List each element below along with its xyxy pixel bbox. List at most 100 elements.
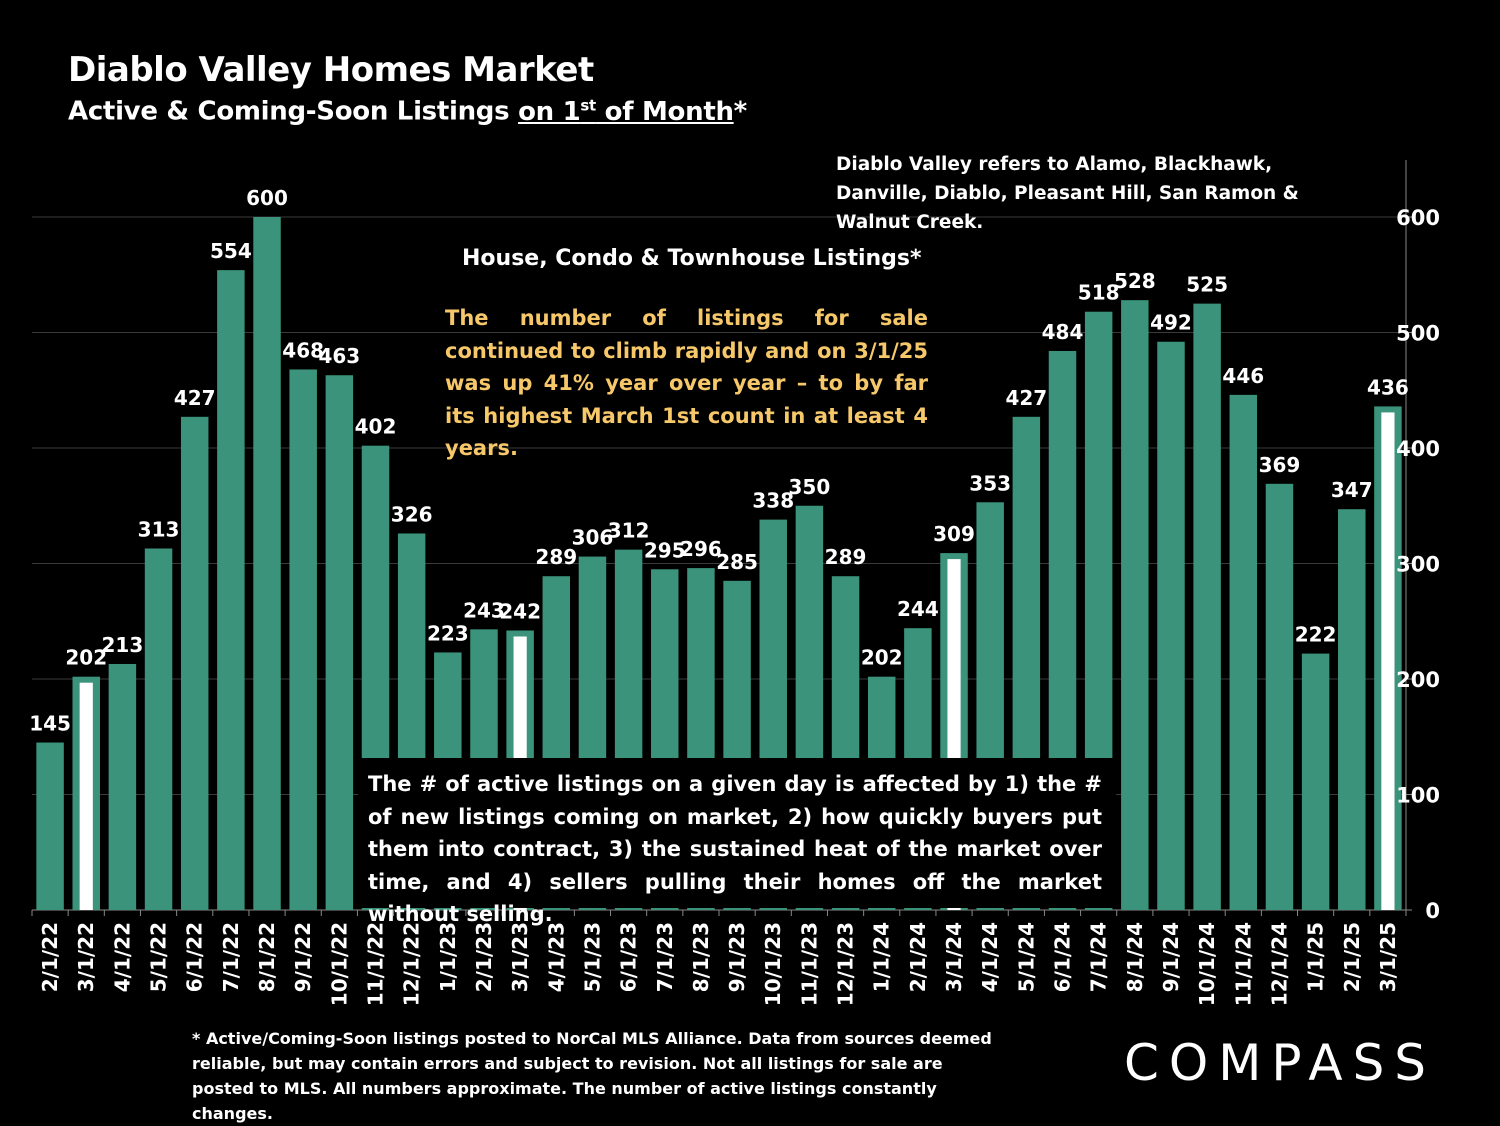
x-tick-label: 3/1/23 [508,922,532,992]
data-label: 427 [1005,386,1047,410]
x-tick-label: 9/1/23 [725,922,749,992]
data-label: 463 [318,344,360,368]
data-label: 313 [138,517,180,541]
data-label: 484 [1042,320,1084,344]
footnote: * Active/Coming-Soon listings posted to … [192,1029,992,1123]
x-tick-label: 12/1/23 [834,922,858,1006]
bar [180,416,209,910]
data-label: 202 [861,646,903,670]
x-tick-label: 12/1/22 [400,922,424,1006]
bar [253,217,281,910]
data-label: 285 [716,550,758,574]
x-tick-label: 7/1/23 [653,922,677,992]
x-tick-label: 12/1/24 [1267,922,1291,1006]
x-tick-label: 5/1/22 [147,922,171,992]
bar [217,270,245,910]
data-label: 243 [463,598,505,622]
data-label: 353 [969,471,1011,495]
x-tick-label: 9/1/24 [1159,922,1183,992]
x-tick-label: 8/1/22 [255,922,279,992]
y-tick-label: 300 [1396,553,1440,577]
data-label: 347 [1331,478,1373,502]
data-label: 528 [1114,269,1156,293]
x-tick-label: 2/1/22 [38,922,62,992]
x-tick-labels: 2/1/22 3/1/22 4/1/22 5/1/22 6/1/22 7/1/22 8/1/… [38,922,1400,1006]
x-tick-label: 3/1/25 [1376,922,1400,992]
bar [1301,653,1330,910]
x-tick-label: 4/1/24 [978,922,1002,992]
data-label: 145 [29,712,71,736]
data-label: 338 [752,489,794,513]
compass-logo: COMPASS [1124,1034,1437,1092]
y-tick-label: 0 [1425,899,1440,923]
data-label: 525 [1186,273,1228,297]
x-tick-label: 10/1/24 [1195,922,1219,1006]
x-tick-label: 4/1/22 [110,922,134,992]
bar [1193,303,1221,910]
region-note: Diablo Valley refers to Alamo, Blackhawk… [836,154,1299,233]
bar [1229,394,1258,910]
x-tick-label: 1/1/25 [1304,922,1328,992]
x-tick-label: 2/1/24 [906,922,930,992]
data-label: 223 [427,621,469,645]
data-label: 402 [355,415,397,439]
data-label: 202 [65,646,107,670]
x-tick-label: 6/1/23 [617,922,641,992]
explanation-box: The # of active listings on a given day … [358,758,1116,926]
data-label: 306 [572,526,614,550]
data-label: 242 [499,599,541,623]
x-tick-label: 11/1/22 [364,922,388,1006]
series-label: House, Condo & Townhouse Listings* [462,246,922,271]
x-tick-label: 5/1/23 [580,922,604,992]
data-label: 518 [1078,281,1120,305]
chart-title: Diablo Valley Homes Market [68,50,594,90]
x-tick-label: 8/1/23 [689,922,713,992]
data-label: 326 [391,502,433,526]
y-tick-label: 200 [1396,668,1440,692]
x-tick-label: 7/1/22 [219,922,243,992]
x-tick-label: 7/1/24 [1087,922,1111,992]
data-label: 295 [644,538,686,562]
bar [1338,509,1366,910]
data-label: 296 [680,537,722,561]
x-tick-label: 5/1/24 [1014,922,1038,992]
y-tick-label: 100 [1396,784,1440,808]
data-label: 213 [102,633,144,657]
data-label: 468 [282,338,324,362]
data-label: 350 [789,475,831,499]
x-tick-label: 6/1/22 [183,922,207,992]
highlight-note: The number of listings for sale continue… [445,306,928,460]
x-tick-label: 10/1/23 [761,922,785,1006]
data-label: 244 [897,597,939,621]
x-tick-label: 1/1/23 [436,922,460,992]
x-tick-label: 1/1/24 [870,922,894,992]
bar [108,663,137,910]
data-label: 436 [1367,375,1409,399]
bar-highlight [1381,412,1395,910]
y-tick-labels: 0 100 200 300 400 500 600 [1396,206,1440,923]
bar [1265,483,1294,910]
bar [144,548,173,910]
data-label: 369 [1259,453,1301,477]
data-label: 222 [1295,623,1337,647]
x-tick-label: 4/1/23 [544,922,568,992]
data-label: 446 [1222,364,1264,388]
chart-subtitle: Active & Coming-Soon Listings on 1st of … [68,96,747,127]
data-label: 309 [933,522,975,546]
bar-highlight [79,682,93,910]
x-tick-label: 3/1/22 [74,922,98,992]
bar [289,369,317,911]
x-tick-label: 11/1/23 [797,922,821,1006]
x-tick-label: 9/1/22 [291,922,315,992]
data-label: 289 [535,545,577,569]
y-tick-label: 600 [1396,206,1440,230]
data-label: 600 [246,186,288,210]
x-tick-label: 8/1/24 [1123,922,1147,992]
explanation-text: The # of active listings on a given day … [368,772,1102,926]
y-tick-label: 400 [1396,437,1440,461]
x-tick-label: 11/1/24 [1231,922,1255,1006]
x-tick-label: 10/1/22 [327,922,351,1006]
bar [36,742,64,910]
x-tick-label: 2/1/25 [1340,922,1364,992]
data-label: 554 [210,239,252,263]
